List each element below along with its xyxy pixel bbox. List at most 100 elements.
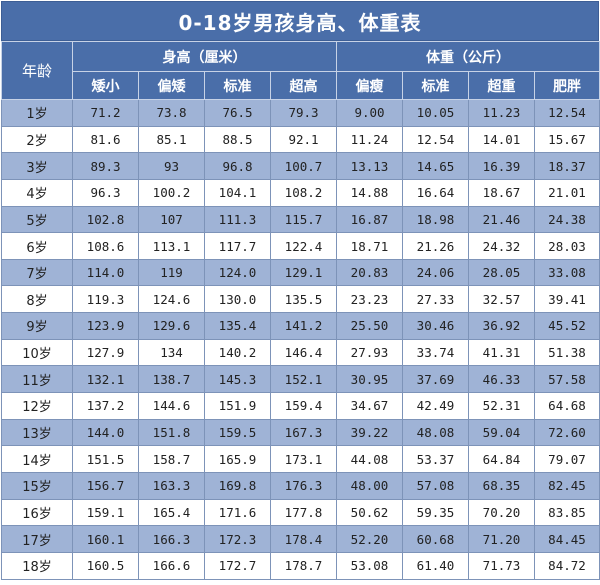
weight-cell: 23.23 — [336, 285, 403, 314]
height-cell: 88.5 — [204, 125, 271, 154]
height-cell: 172.3 — [204, 525, 271, 553]
weight-cell: 64.68 — [534, 392, 600, 420]
height-cell: 96.3 — [72, 178, 139, 207]
weight-cell: 16.64 — [402, 178, 469, 207]
weight-cell: 24.32 — [468, 232, 535, 260]
age-cell: 18岁 — [1, 551, 73, 580]
weight-cell: 34.67 — [336, 392, 403, 420]
weight-cell: 84.72 — [534, 551, 600, 580]
height-cell: 165.9 — [204, 445, 271, 473]
table-row: 7岁 114.0 119 124.0 129.1 20.83 24.06 28.05 33.08 — [1, 258, 600, 287]
height-cell: 159.5 — [204, 418, 271, 447]
weight-cell: 12.54 — [534, 99, 600, 127]
weight-col-over: 超重 — [468, 71, 535, 100]
height-cell: 160.1 — [72, 525, 139, 553]
weight-cell: 53.37 — [402, 445, 469, 473]
weight-cell: 59.35 — [402, 498, 469, 527]
table-row: 2岁 81.6 85.1 88.5 92.1 11.24 12.54 14.01 15.67 — [1, 125, 600, 154]
weight-cell: 48.08 — [402, 418, 469, 447]
weight-cell: 21.26 — [402, 232, 469, 260]
height-cell: 127.9 — [72, 338, 139, 367]
table-row: 5岁 102.8 107 111.3 115.7 16.87 18.98 21.46 24.38 — [1, 205, 600, 234]
height-cell: 135.4 — [204, 312, 271, 340]
weight-cell: 52.20 — [336, 525, 403, 553]
height-cell: 71.2 — [72, 99, 139, 127]
weight-cell: 70.20 — [468, 498, 535, 527]
weight-cell: 53.08 — [336, 551, 403, 580]
table-header: 年龄 身高（厘米） 体重（公斤） 矮小 偏矮 标准 超高 偏瘦 标准 超重 肥胖 — [1, 41, 600, 100]
height-cell: 107 — [138, 205, 205, 234]
height-cell: 176.3 — [270, 471, 337, 500]
weight-cell: 14.65 — [402, 152, 469, 180]
weight-cell: 11.23 — [468, 99, 535, 127]
height-cell: 85.1 — [138, 125, 205, 154]
table-title: 0-18岁男孩身高、体重表 — [1, 1, 599, 41]
table-row: 18岁 160.5 166.6 172.7 178.7 53.08 61.40 71.73 84… — [1, 551, 600, 580]
height-col-below: 偏矮 — [138, 71, 205, 100]
age-cell: 6岁 — [1, 232, 73, 260]
weight-cell: 14.01 — [468, 125, 535, 154]
table-row: 4岁 96.3 100.2 104.1 108.2 14.88 16.64 18.67 21.0… — [1, 178, 600, 207]
height-cell: 96.8 — [204, 152, 271, 180]
height-cell: 111.3 — [204, 205, 271, 234]
weight-cell: 10.05 — [402, 99, 469, 127]
height-cell: 167.3 — [270, 418, 337, 447]
height-cell: 132.1 — [72, 365, 139, 394]
height-cell: 124.0 — [204, 258, 271, 287]
table-row: 6岁 108.6 113.1 117.7 122.4 18.71 21.26 24.32 28.… — [1, 232, 600, 260]
header-group-row: 年龄 身高（厘米） 体重（公斤） — [1, 41, 600, 100]
height-cell: 122.4 — [270, 232, 337, 260]
weight-cell: 60.68 — [402, 525, 469, 553]
height-cell: 178.4 — [270, 525, 337, 553]
height-cell: 89.3 — [72, 152, 139, 180]
age-cell: 10岁 — [1, 338, 73, 367]
height-cell: 158.7 — [138, 445, 205, 473]
height-group-header: 身高（厘米） — [72, 41, 337, 72]
age-cell: 15岁 — [1, 471, 73, 500]
table-row: 10岁 127.9 134 140.2 146.4 27.93 33.74 41.31 51.3… — [1, 338, 600, 367]
height-cell: 76.5 — [204, 99, 271, 127]
age-cell: 8岁 — [1, 285, 73, 314]
weight-cell: 39.22 — [336, 418, 403, 447]
height-cell: 114.0 — [72, 258, 139, 287]
weight-cell: 39.41 — [534, 285, 600, 314]
weight-cell: 33.74 — [402, 338, 469, 367]
table-row: 12岁 137.2 144.6 151.9 159.4 34.67 42.49 52.31 64… — [1, 392, 600, 420]
height-cell: 177.8 — [270, 498, 337, 527]
weight-cell: 21.01 — [534, 178, 600, 207]
weight-cell: 18.71 — [336, 232, 403, 260]
height-col-standard: 标准 — [204, 71, 271, 100]
height-cell: 159.4 — [270, 392, 337, 420]
table-body: 1岁 71.2 73.8 76.5 79.3 9.00 10.05 11.23 12.54 2岁 8… — [1, 99, 600, 580]
weight-cell: 61.40 — [402, 551, 469, 580]
weight-cell: 36.92 — [468, 312, 535, 340]
height-cell: 108.2 — [270, 178, 337, 207]
weight-cell: 25.50 — [336, 312, 403, 340]
height-cell: 100.2 — [138, 178, 205, 207]
height-cell: 73.8 — [138, 99, 205, 127]
table-row: 8岁 119.3 124.6 130.0 135.5 23.23 27.33 32.57 39.… — [1, 285, 600, 314]
weight-cell: 82.45 — [534, 471, 600, 500]
height-cell: 145.3 — [204, 365, 271, 394]
height-cell: 163.3 — [138, 471, 205, 500]
height-cell: 144.0 — [72, 418, 139, 447]
weight-col-obese: 肥胖 — [534, 71, 600, 100]
age-cell: 1岁 — [1, 99, 73, 127]
height-cell: 124.6 — [138, 285, 205, 314]
weight-cell: 12.54 — [402, 125, 469, 154]
height-cell: 135.5 — [270, 285, 337, 314]
age-cell: 2岁 — [1, 125, 73, 154]
weight-cell: 15.67 — [534, 125, 600, 154]
weight-col-thin: 偏瘦 — [336, 71, 403, 100]
height-cell: 160.5 — [72, 551, 139, 580]
table-row: 14岁 151.5 158.7 165.9 173.1 44.08 53.37 64.84 79… — [1, 445, 600, 473]
weight-cell: 72.60 — [534, 418, 600, 447]
table-row: 13岁 144.0 151.8 159.5 167.3 39.22 48.08 59.04 72… — [1, 418, 600, 447]
weight-cell: 48.00 — [336, 471, 403, 500]
height-cell: 144.6 — [138, 392, 205, 420]
weight-cell: 13.13 — [336, 152, 403, 180]
weight-cell: 24.38 — [534, 205, 600, 234]
weight-cell: 20.83 — [336, 258, 403, 287]
weight-cell: 83.85 — [534, 498, 600, 527]
weight-cell: 57.58 — [534, 365, 600, 394]
